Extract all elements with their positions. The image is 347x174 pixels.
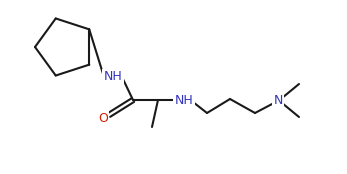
Text: N: N	[273, 94, 283, 108]
Text: NH: NH	[104, 70, 122, 84]
Text: O: O	[98, 113, 108, 125]
Text: NH: NH	[175, 93, 193, 106]
